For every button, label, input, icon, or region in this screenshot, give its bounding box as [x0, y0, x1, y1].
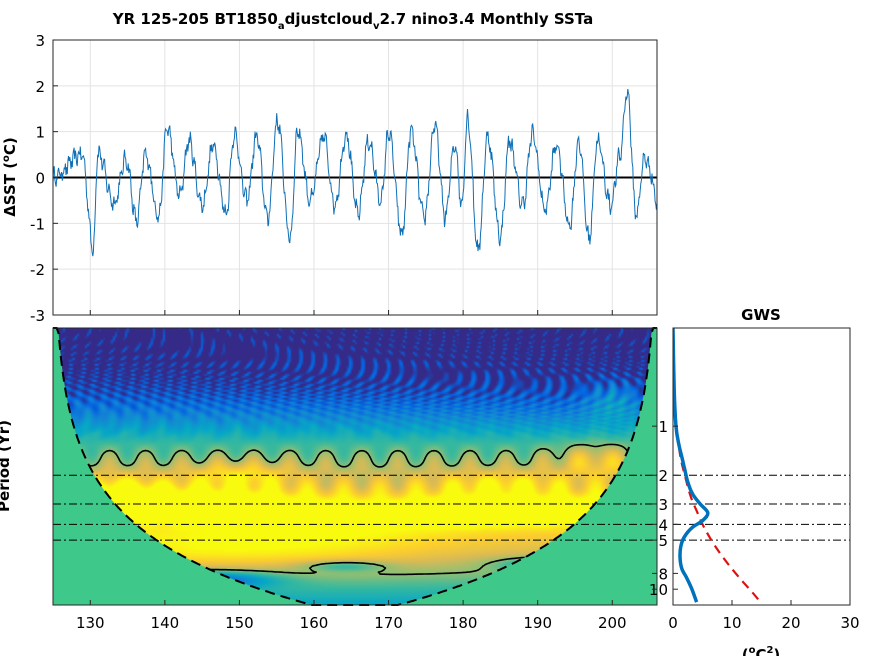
x-tick-label: 170 [374, 614, 403, 632]
gws-reference-lines [673, 474, 850, 541]
wavelet-power-panel: 130 140 150 160 170 180 190 200 Period (Yr) [0, 327, 658, 632]
gws-x-label-sup-2: 2 [766, 645, 773, 656]
y-tick-label: 2 [35, 78, 45, 96]
gws-y-ticks: 1 2 3 45 810 [649, 418, 678, 599]
time-series-panel: 3 2 1 0 -1 -2 -3 ΔSST (oC) [1, 32, 658, 325]
y-tick-label: -1 [30, 215, 45, 233]
x-tick-label: 200 [598, 614, 627, 632]
y-tick-label: 3 [35, 32, 45, 50]
title-part-2: djustcloud [285, 10, 373, 28]
chart-title: YR 125-205 BT1850adjustcloudv2.7 nino3.4… [112, 10, 593, 32]
gws-x-tick-label: 0 [668, 614, 678, 632]
y-label-part-2: C) [1, 137, 19, 155]
gws-x-label: (oC2) [742, 645, 781, 656]
gws-x-tick-label: 10 [722, 614, 741, 632]
gws-y-tick-label: 4 [658, 516, 668, 534]
gws-y-tick-label: 2 [658, 467, 668, 485]
time-series-y-label: ΔSST (oC) [1, 137, 19, 217]
title-part-3: 2.7 nino3.4 Monthly SSTa [380, 10, 594, 28]
x-tick-label: 150 [225, 614, 254, 632]
sst-anomaly-series-line [53, 89, 657, 257]
wavelet-reference-lines [53, 474, 657, 541]
y-tick-label: 0 [35, 170, 45, 188]
gws-x-label-part-2: C [755, 646, 766, 656]
y-label-superscript: o [1, 155, 12, 162]
gws-x-ticks: 0 10 20 30 [668, 600, 860, 632]
gws-title: GWS [741, 306, 781, 324]
gws-x-label-sup-1: o [749, 645, 756, 656]
cone-of-influence-line [53, 327, 657, 606]
cone-of-influence-shading [53, 328, 657, 605]
time-series-y-ticks: 3 2 1 0 -1 -2 -3 [30, 32, 613, 325]
x-tick-label: 160 [300, 614, 329, 632]
y-tick-label: -3 [30, 307, 45, 325]
title-subscript-2: v [373, 21, 380, 32]
gws-y-tick-label: 1 [658, 418, 668, 436]
x-tick-label: 180 [449, 614, 478, 632]
gws-y-tick-label: 10 [649, 581, 668, 599]
gws-global-spectrum-line [673, 328, 710, 603]
gws-y-tick-label: 5 [658, 532, 668, 550]
gws-y-tick-label: 8 [658, 565, 668, 583]
title-subscript-1: a [278, 21, 285, 32]
gws-x-label-part-1: ( [742, 646, 749, 656]
wavelet-y-label: Period (Yr) [0, 420, 13, 512]
wavelet-x-ticks: 130 140 150 160 170 180 190 200 [76, 600, 627, 632]
gws-x-tick-label: 20 [781, 614, 800, 632]
title-part-1: YR 125-205 BT1850 [112, 10, 278, 28]
gws-y-tick-label: 3 [658, 496, 668, 514]
gws-x-tick-label: 30 [840, 614, 859, 632]
x-tick-label: 130 [76, 614, 105, 632]
x-tick-label: 140 [151, 614, 180, 632]
y-tick-label: -2 [30, 261, 45, 279]
x-tick-label: 190 [523, 614, 552, 632]
y-tick-label: 1 [35, 124, 45, 142]
y-label-part-1: ΔSST ( [1, 162, 19, 217]
gws-x-label-part-3: ) [773, 646, 780, 656]
